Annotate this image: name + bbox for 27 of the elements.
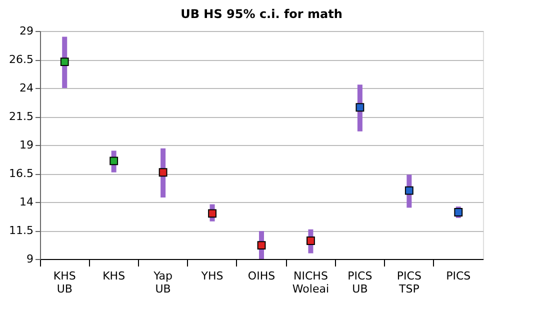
x-tick-label: PICS TSP [396,270,422,296]
x-tick-label: OIHS [248,270,276,282]
y-tick-label: 14 [20,196,34,208]
point [60,58,69,66]
y-tick-label: 11.5 [9,224,34,237]
y-tick-label: 9 [26,252,34,266]
x-tick-label: Yap UB [152,270,173,296]
x-tick-label: YHS [200,270,224,282]
point [306,236,315,245]
y-tick-label: 29 [20,24,34,38]
x-tick-label: KHS UB [53,270,76,296]
x-tick-label: KHS [102,270,126,282]
y-tick-label: 19 [20,138,34,152]
y-tick-label: 26.5 [9,53,34,66]
point [257,241,266,250]
y-tick-label: 16.5 [9,167,34,180]
x-tick-label: PICS UB [348,270,372,296]
point [208,209,216,218]
point [110,156,118,166]
x-tick-label: PICS [446,270,471,282]
point [356,103,364,112]
chart-title: UB HS 95% c.i. for math [180,7,342,21]
point [158,168,168,177]
x-tick-label: NICHS Woleai [292,270,330,296]
y-tick-label: 21.5 [9,110,34,123]
y-tick-label: 24 [20,82,34,94]
point [404,186,414,195]
